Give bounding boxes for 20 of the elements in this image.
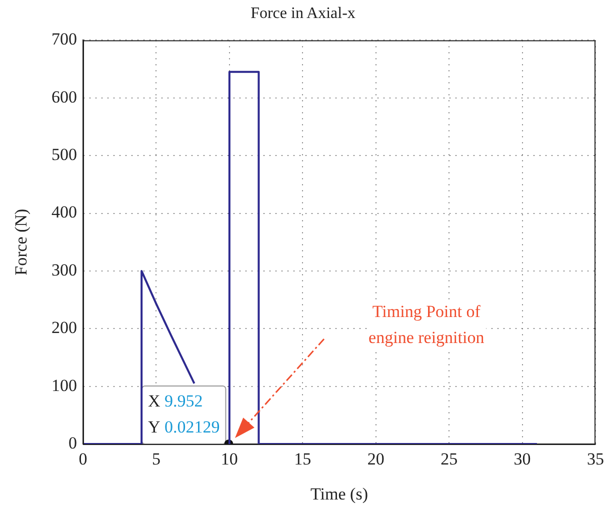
- x-tick-label: 20: [367, 450, 384, 469]
- y-tick-label: 500: [52, 145, 77, 164]
- y-tick-label: 0: [68, 433, 77, 452]
- y-tick-label: 300: [52, 260, 77, 280]
- annotation: Timing Point of engine reignition: [368, 302, 485, 348]
- y-tick-label: 100: [52, 376, 77, 395]
- y-tick-label: 700: [52, 30, 77, 49]
- y-tick-label: 600: [52, 87, 77, 106]
- x-tick-label: 5: [152, 450, 160, 469]
- x-tick-label: 25: [440, 450, 458, 469]
- y-tick-label: 400: [52, 202, 77, 222]
- y-tick-label: 200: [52, 318, 77, 338]
- y-axis-title: Force (N): [12, 208, 31, 276]
- annotation: X 9.952 Y 0.02129: [148, 391, 220, 436]
- x-axis-title: Time (s): [310, 484, 368, 504]
- chart-title: Force in Axial-x: [250, 4, 356, 22]
- x-tick-label: 10: [220, 450, 238, 469]
- x-tick-label: 15: [294, 450, 312, 469]
- x-tick-label: 35: [587, 450, 604, 469]
- x-tick-label: 30: [514, 450, 531, 469]
